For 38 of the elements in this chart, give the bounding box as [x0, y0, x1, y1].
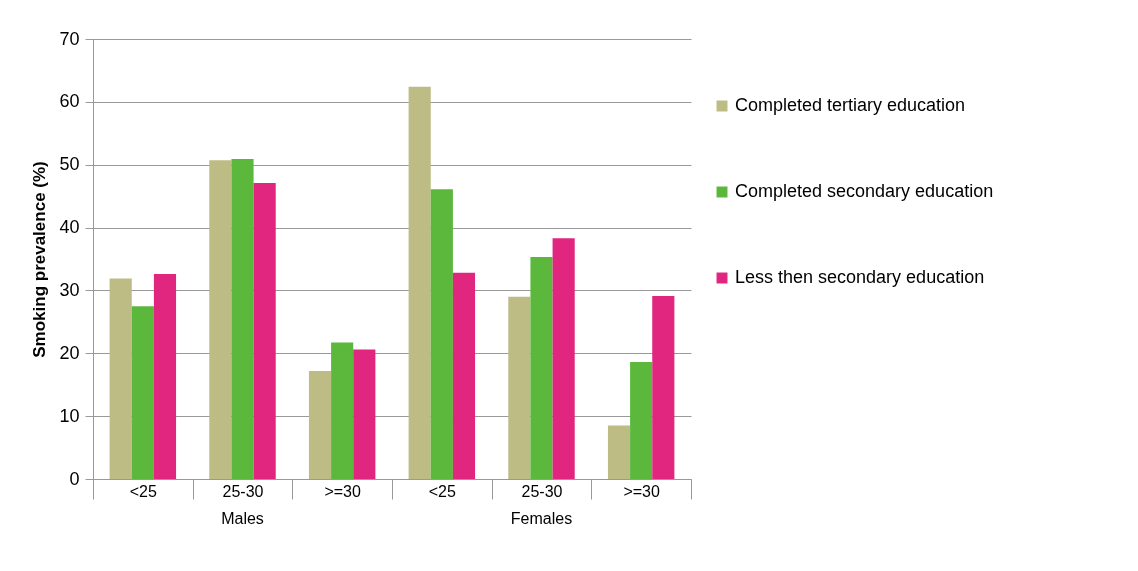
- bar: [652, 296, 675, 479]
- x-tick-label: 25-30: [222, 482, 264, 500]
- y-tick-label: 70: [59, 28, 80, 49]
- x-tick-label: >=30: [324, 482, 362, 500]
- bar: [408, 86, 431, 479]
- bar: [308, 370, 332, 479]
- legend-label: Less then secondary education: [735, 267, 985, 287]
- legend-label: Completed secondary education: [735, 181, 994, 201]
- y-tick-label: 40: [59, 217, 80, 238]
- text: Males: [221, 510, 264, 527]
- bar: [231, 159, 254, 479]
- x-tick-label: >=30: [623, 482, 661, 500]
- bar: [552, 238, 575, 479]
- x-tick-label: 25-30: [521, 482, 563, 500]
- y-tick-label: 10: [59, 405, 80, 426]
- legend-label: Completed tertiary education: [735, 95, 966, 115]
- bar: [630, 362, 653, 479]
- bar: [131, 306, 154, 479]
- bar: [353, 349, 376, 479]
- bar: [607, 425, 631, 479]
- x-tick-label: <25: [428, 482, 457, 500]
- y-axis-title: Smoking prevalence (%): [30, 161, 50, 358]
- bar: [530, 257, 553, 479]
- bar: [209, 160, 232, 479]
- y-tick-label: 0: [69, 468, 80, 489]
- bar: [508, 296, 531, 479]
- x-tick-label: <25: [129, 482, 158, 500]
- bar: [109, 278, 132, 479]
- bar: [253, 182, 276, 479]
- bar: [331, 342, 354, 479]
- y-tick-label: 20: [59, 342, 80, 363]
- bar: [153, 274, 177, 479]
- y-tick-label: 30: [59, 279, 80, 300]
- bar: [430, 189, 453, 479]
- y-tick-label: 50: [59, 154, 80, 175]
- y-tick-label: 60: [59, 91, 80, 112]
- text: Females: [510, 510, 573, 527]
- bar: [452, 272, 476, 479]
